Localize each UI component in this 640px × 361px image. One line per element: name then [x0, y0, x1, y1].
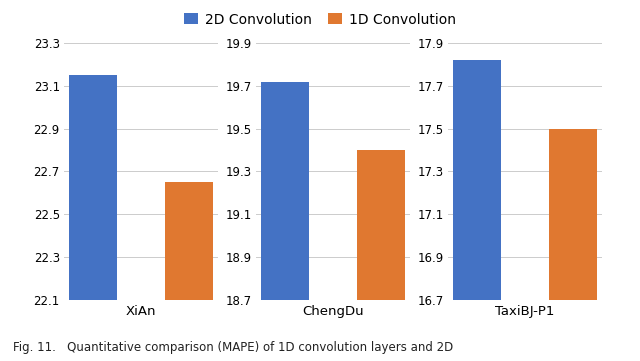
Bar	[357, 150, 405, 300]
Text: Fig. 11.   Quantitative comparison (MAPE) of 1D convolution layers and 2D: Fig. 11. Quantitative comparison (MAPE) …	[13, 341, 453, 354]
Bar	[548, 129, 596, 300]
Bar	[261, 82, 309, 300]
Bar	[164, 182, 212, 300]
Bar	[69, 75, 116, 300]
Bar	[453, 60, 500, 300]
Legend: 2D Convolution, 1D Convolution: 2D Convolution, 1D Convolution	[179, 7, 461, 32]
